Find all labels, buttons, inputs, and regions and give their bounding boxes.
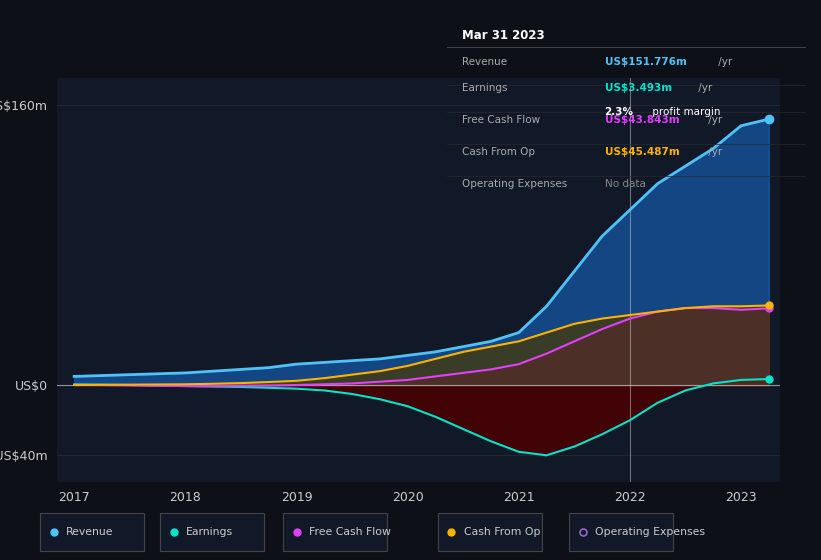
Text: Cash From Op: Cash From Op: [461, 147, 534, 157]
Text: profit margin: profit margin: [649, 108, 721, 117]
Text: No data: No data: [604, 179, 645, 189]
Text: US$43.843m: US$43.843m: [604, 115, 679, 125]
Text: /yr: /yr: [695, 83, 712, 94]
Bar: [438, 513, 542, 551]
Bar: [569, 513, 673, 551]
Text: Free Cash Flow: Free Cash Flow: [461, 115, 540, 125]
Text: Cash From Op: Cash From Op: [464, 527, 540, 537]
Text: /yr: /yr: [704, 115, 722, 125]
Text: US$45.487m: US$45.487m: [604, 147, 679, 157]
Bar: [40, 513, 144, 551]
Text: Free Cash Flow: Free Cash Flow: [310, 527, 392, 537]
Text: Earnings: Earnings: [186, 527, 233, 537]
Text: Revenue: Revenue: [461, 57, 507, 67]
Bar: [283, 513, 388, 551]
Text: Earnings: Earnings: [461, 83, 507, 94]
Text: US$151.776m: US$151.776m: [604, 57, 686, 67]
Bar: [159, 513, 264, 551]
Text: US$3.493m: US$3.493m: [604, 83, 672, 94]
Text: /yr: /yr: [704, 147, 722, 157]
Text: Operating Expenses: Operating Expenses: [461, 179, 567, 189]
Text: 2.3%: 2.3%: [604, 108, 634, 117]
Text: Revenue: Revenue: [67, 527, 114, 537]
Text: Operating Expenses: Operating Expenses: [595, 527, 705, 537]
Text: Mar 31 2023: Mar 31 2023: [461, 29, 544, 42]
Text: /yr: /yr: [714, 57, 732, 67]
